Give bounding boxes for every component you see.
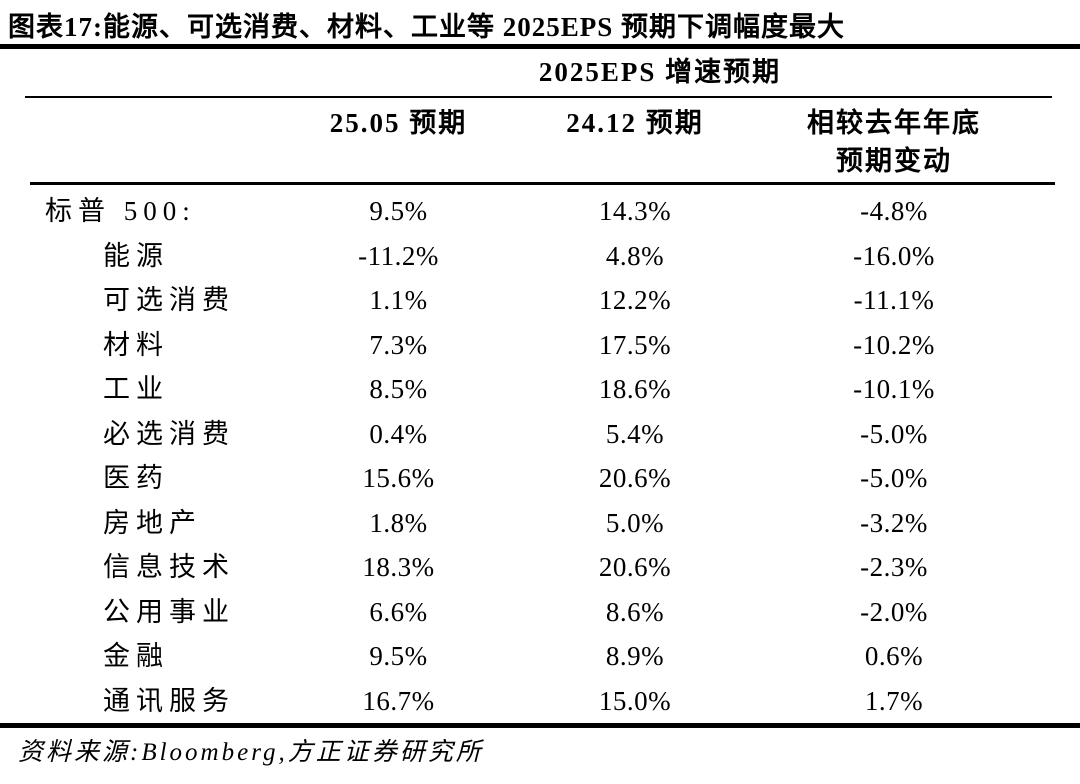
value-2412: 8.6% (605, 596, 665, 627)
column-header-2505: 25.05 预期 (329, 108, 468, 138)
value-2412: 20.6% (598, 552, 672, 582)
row-label: 医药 (103, 463, 169, 493)
value-2505: 9.5% (369, 641, 428, 671)
value-2505: -11.2% (358, 240, 439, 271)
row-label: 能源 (103, 240, 169, 271)
row-label: 公用事业 (103, 596, 235, 627)
row-label: 房地产 (103, 507, 202, 538)
row-label: 信息技术 (103, 552, 235, 582)
figure-title: 图表17:能源、可选消费、材料、工业等 2025EPS 预期下调幅度最大 (8, 12, 846, 42)
row-label: 必选消费 (103, 418, 235, 449)
table-row: 金融 9.5% 8.9% 0.6% (0, 634, 1080, 679)
value-2412: 8.9% (605, 641, 665, 671)
value-2505: 7.3% (369, 329, 428, 360)
value-change: -2.0% (860, 596, 928, 627)
value-change: -16.0% (853, 240, 935, 271)
value-2412: 17.5% (598, 329, 672, 360)
table-row: 标普 500: 9.5% 14.3% -4.8% (0, 189, 1080, 234)
row-label: 可选消费 (103, 285, 235, 315)
value-change: -4.8% (860, 196, 928, 226)
value-2412: 14.3% (598, 196, 672, 226)
column-header-change: 相较去年年底 预期变动 (753, 104, 1035, 182)
table-row: 工业 8.5% 18.6% -10.1% (0, 367, 1080, 412)
table-row: 房地产 1.8% 5.0% -3.2% (0, 501, 1080, 546)
value-2505: 1.8% (369, 507, 428, 538)
table-row: 必选消费 0.4% 5.4% -5.0% (0, 412, 1080, 457)
divider-top (0, 44, 1080, 49)
value-change: -10.2% (853, 329, 935, 360)
value-change: 0.6% (864, 641, 924, 671)
value-2505: 8.5% (369, 374, 428, 404)
value-2505: 15.6% (362, 463, 435, 493)
value-2505: 0.4% (369, 418, 428, 449)
row-label: 通讯服务 (103, 685, 235, 716)
table-row: 可选消费 1.1% 12.2% -11.1% (0, 278, 1080, 323)
value-2412: 15.0% (598, 685, 672, 716)
divider-bottom (0, 723, 1080, 728)
row-label: 材料 (103, 329, 169, 360)
value-2505: 9.5% (369, 196, 428, 226)
value-2412: 12.2% (598, 285, 672, 315)
row-label: 标普 500: (45, 196, 196, 226)
value-change: 1.7% (864, 685, 924, 716)
column-header-row: 25.05 预期 24.12 预期 相较去年年底 预期变动 (0, 98, 1080, 182)
value-change: -2.3% (860, 552, 928, 582)
column-header-change-line2: 预期变动 (836, 146, 952, 176)
table-group-header-band: 2025EPS 增速预期 (0, 49, 1080, 96)
value-change: -3.2% (860, 507, 928, 538)
value-change: -11.1% (853, 285, 935, 315)
value-2412: 20.6% (598, 463, 672, 493)
table-row: 信息技术 18.3% 20.6% -2.3% (0, 545, 1080, 590)
table-row: 通讯服务 16.7% 15.0% 1.7% (0, 679, 1080, 724)
table-row: 材料 7.3% 17.5% -10.2% (0, 323, 1080, 368)
source-note: 资料来源:Bloomberg,方正证券研究所 (18, 739, 484, 766)
table-row: 能源 -11.2% 4.8% -16.0% (0, 234, 1080, 279)
value-2505: 16.7% (362, 685, 435, 716)
value-2412: 5.0% (605, 507, 665, 538)
table-row: 公用事业 6.6% 8.6% -2.0% (0, 590, 1080, 635)
value-2505: 18.3% (362, 552, 435, 582)
column-header-blank (0, 104, 280, 182)
value-2505: 6.6% (369, 596, 428, 627)
row-label: 工业 (103, 374, 169, 404)
table-group-header: 2025EPS 增速预期 (538, 57, 782, 87)
value-2412: 18.6% (598, 374, 672, 404)
value-change: -10.1% (853, 374, 935, 404)
divider-under-column-headers (30, 182, 1055, 185)
value-2505: 1.1% (369, 285, 428, 315)
value-change: -5.0% (860, 463, 928, 493)
column-header-change-line1: 相较去年年底 (807, 108, 981, 138)
value-change: -5.0% (860, 418, 928, 449)
divider-under-group-header (25, 96, 1052, 98)
value-2412: 4.8% (605, 240, 665, 271)
value-2412: 5.4% (605, 418, 665, 449)
column-header-2412: 24.12 预期 (566, 108, 704, 138)
table-body: 标普 500: 9.5% 14.3% -4.8% 能源 -11.2% 4.8% … (0, 185, 1080, 723)
table-row: 医药 15.6% 20.6% -5.0% (0, 456, 1080, 501)
row-label: 金融 (103, 641, 169, 671)
